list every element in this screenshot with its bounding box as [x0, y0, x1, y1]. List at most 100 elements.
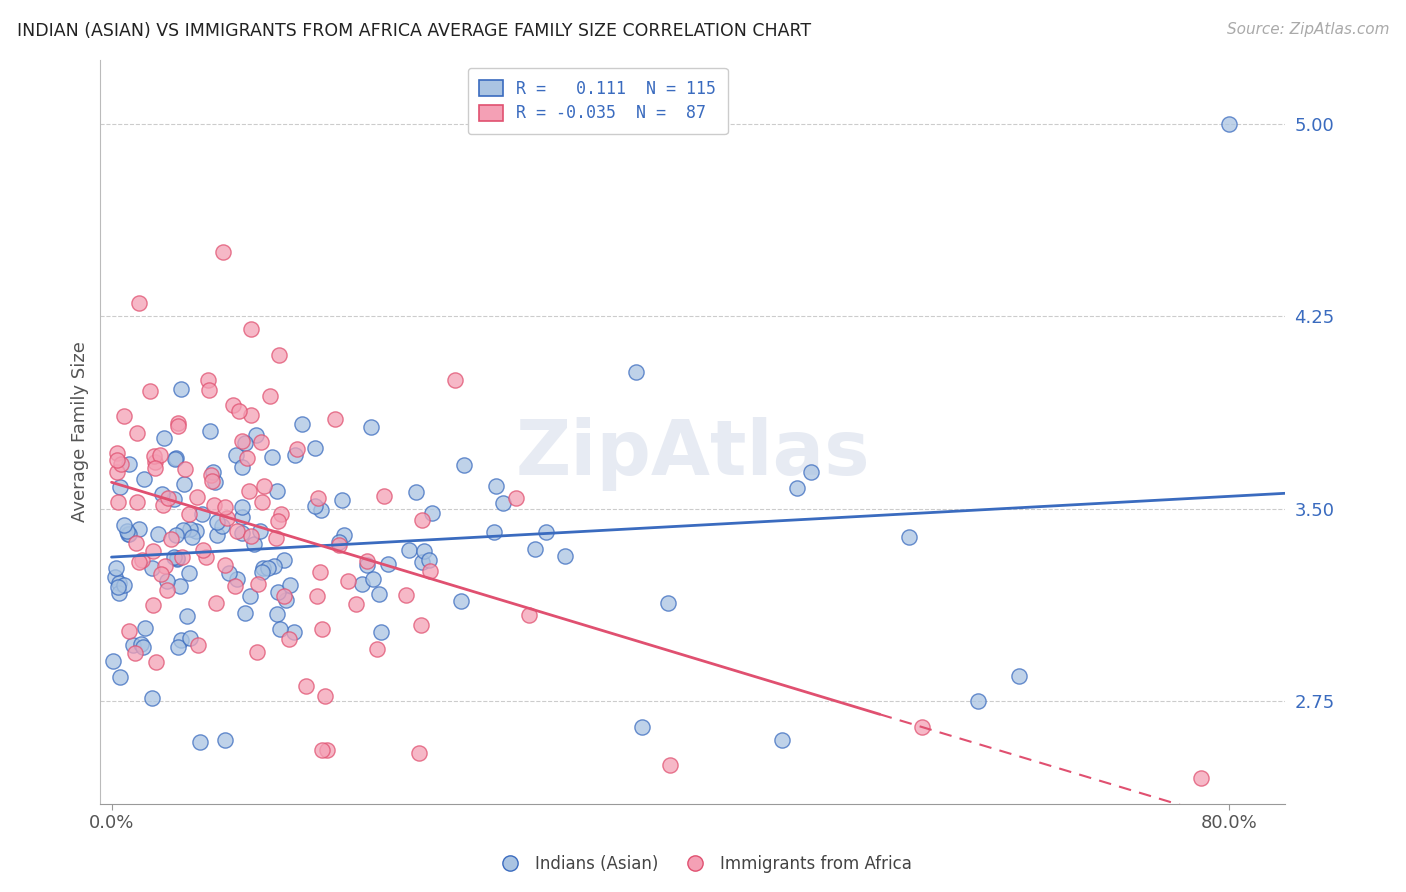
Point — [259, 389, 281, 403]
Point — [411, 618, 433, 632]
Point — [485, 479, 508, 493]
Point — [276, 593, 298, 607]
Point — [174, 462, 197, 476]
Point — [166, 640, 188, 655]
Point — [304, 441, 326, 455]
Point — [284, 448, 307, 462]
Point — [311, 622, 333, 636]
Point — [141, 560, 163, 574]
Point — [107, 576, 129, 591]
Legend: R =   0.111  N = 115, R = -0.035  N =  87: R = 0.111 N = 115, R = -0.035 N = 87 — [468, 68, 728, 134]
Point — [273, 553, 295, 567]
Point — [257, 561, 280, 575]
Point — [314, 689, 336, 703]
Point — [105, 561, 128, 575]
Point — [125, 426, 148, 441]
Point — [225, 448, 247, 462]
Point — [191, 507, 214, 521]
Point — [482, 525, 505, 540]
Point — [138, 384, 160, 398]
Point — [205, 515, 228, 529]
Point — [328, 535, 350, 549]
Point — [305, 589, 328, 603]
Point — [170, 550, 193, 565]
Point — [112, 409, 135, 423]
Point — [112, 517, 135, 532]
Point — [1008, 668, 1031, 682]
Point — [134, 472, 156, 486]
Point — [231, 434, 253, 448]
Point — [444, 374, 467, 388]
Point — [173, 476, 195, 491]
Point — [517, 608, 540, 623]
Point — [110, 670, 132, 684]
Point — [398, 543, 420, 558]
Point — [239, 409, 262, 423]
Point — [377, 557, 399, 571]
Point — [250, 435, 273, 450]
Point — [197, 374, 219, 388]
Point — [333, 528, 356, 542]
Point — [170, 632, 193, 647]
Point — [153, 558, 176, 573]
Point — [966, 694, 988, 708]
Point — [450, 594, 472, 608]
Point — [1218, 117, 1240, 131]
Point — [267, 585, 290, 599]
Point — [291, 417, 314, 431]
Point — [222, 398, 245, 412]
Point — [172, 523, 194, 537]
Point — [252, 561, 274, 575]
Point — [117, 526, 139, 541]
Point — [177, 566, 200, 581]
Point — [115, 524, 138, 538]
Point — [231, 459, 253, 474]
Point — [278, 577, 301, 591]
Point — [169, 579, 191, 593]
Point — [128, 522, 150, 536]
Point — [411, 512, 433, 526]
Point — [295, 679, 318, 693]
Point — [156, 583, 179, 598]
Point — [330, 492, 353, 507]
Point — [176, 609, 198, 624]
Point — [360, 419, 382, 434]
Point — [195, 550, 218, 565]
Point — [420, 506, 443, 520]
Point — [132, 640, 155, 654]
Y-axis label: Average Family Size: Average Family Size — [72, 342, 89, 522]
Point — [118, 457, 141, 471]
Point — [166, 450, 188, 465]
Point — [204, 475, 226, 489]
Point — [366, 641, 388, 656]
Point — [104, 570, 127, 584]
Point — [273, 589, 295, 603]
Point — [1189, 772, 1212, 786]
Point — [146, 526, 169, 541]
Point — [240, 322, 263, 336]
Point — [186, 524, 208, 538]
Point — [167, 419, 190, 434]
Point — [491, 496, 513, 510]
Point — [307, 491, 329, 505]
Point — [453, 458, 475, 473]
Point — [309, 566, 332, 580]
Point — [277, 632, 299, 646]
Point — [505, 491, 527, 505]
Point — [770, 732, 793, 747]
Point — [163, 549, 186, 564]
Point — [370, 624, 392, 639]
Point — [228, 404, 250, 418]
Point — [361, 572, 384, 586]
Point — [236, 450, 259, 465]
Point — [177, 507, 200, 521]
Point — [142, 598, 165, 612]
Legend: Indians (Asian), Immigrants from Africa: Indians (Asian), Immigrants from Africa — [486, 848, 920, 880]
Point — [143, 450, 166, 464]
Point — [368, 587, 391, 601]
Point — [107, 580, 129, 594]
Point — [231, 500, 253, 515]
Point — [249, 524, 271, 538]
Point — [911, 720, 934, 734]
Point — [411, 555, 433, 569]
